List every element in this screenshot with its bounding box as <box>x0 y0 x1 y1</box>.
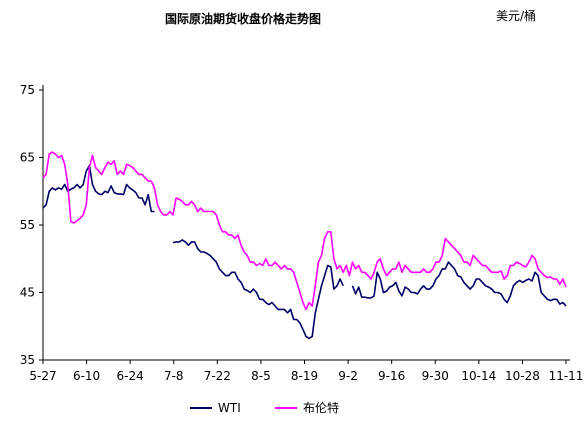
x-axis: 5-27 6-10 6-24 7-8 7-22 8-5 8-19 9-2 9-16 9-30 10-… <box>29 359 584 383</box>
x-tick-label: 10-14 <box>461 369 496 383</box>
y-tick-label: 55 <box>20 218 35 232</box>
y-axis: 35 45 55 65 75 <box>20 83 44 367</box>
x-tick-label: 6-10 <box>73 369 100 383</box>
legend-label-1: 布伦特 <box>303 400 339 415</box>
y-tick-label: 75 <box>20 83 35 97</box>
x-tick-label: 11-11 <box>549 369 584 383</box>
x-tick-label: 10-28 <box>505 369 540 383</box>
x-tick-label: 7-22 <box>204 369 231 383</box>
x-tick-label: 7-8 <box>164 369 184 383</box>
x-tick-label: 6-24 <box>117 369 144 383</box>
series-line-1 <box>42 151 567 311</box>
chart-title: 国际原油期货收盘价格走势图 <box>165 11 321 26</box>
x-tick-label: 8-5 <box>251 369 271 383</box>
y-tick-label: 45 <box>20 286 35 300</box>
unit-label: 美元/桶 <box>496 8 536 23</box>
x-tick-label: 8-19 <box>291 369 318 383</box>
y-tick-label: 65 <box>20 151 35 165</box>
series-line-0 <box>42 164 567 340</box>
x-tick-label: 9-16 <box>378 369 405 383</box>
x-tick-label: 9-30 <box>422 369 449 383</box>
legend-label-0: WTI <box>218 401 241 415</box>
series-lines <box>42 151 567 340</box>
x-tick-label: 5-27 <box>29 369 56 383</box>
legend: WTI 布伦特 <box>190 400 339 415</box>
x-tick-label: 9-2 <box>338 369 358 383</box>
y-tick-label: 35 <box>20 353 35 367</box>
